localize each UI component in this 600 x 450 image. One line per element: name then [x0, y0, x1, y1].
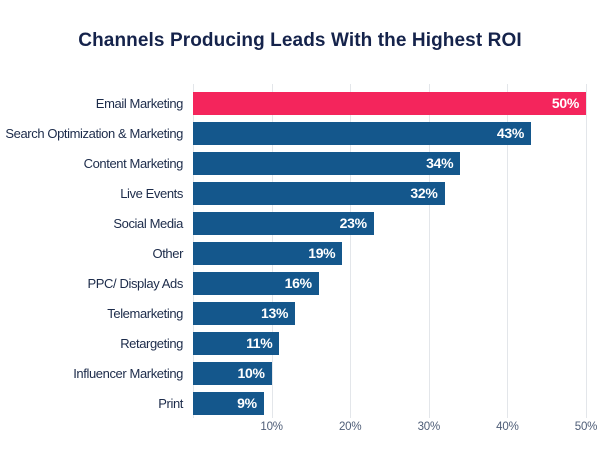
bar-value-label: 34% — [426, 154, 454, 171]
category-label: Retargeting — [120, 335, 183, 351]
chart-title: Channels Producing Leads With the Highes… — [78, 30, 522, 51]
bar-track: 23% — [193, 208, 586, 238]
chart-row: Telemarketing 13% — [0, 298, 586, 328]
bar-retargeting: 11% — [193, 331, 280, 355]
x-tick-label: 50% — [574, 421, 598, 433]
bar-value-label: 50% — [551, 94, 579, 111]
bar-track: 50% — [193, 88, 586, 118]
category-label: Search Optimization & Marketing — [5, 125, 183, 141]
category-label: Telemarketing — [107, 305, 183, 321]
bar-track: 32% — [193, 178, 586, 208]
chart-row: Live Events 32% — [0, 178, 586, 208]
bar-value-label: 13% — [261, 304, 289, 321]
bar-value-label: 43% — [496, 124, 524, 141]
category-label: Influencer Marketing — [73, 365, 183, 381]
x-tick-label: 20% — [338, 421, 362, 433]
bar-value-label: 9% — [237, 394, 257, 411]
bar-other: 19% — [193, 241, 343, 265]
category-label: Social Media — [113, 215, 183, 231]
bar-email-marketing: 50% — [193, 91, 586, 115]
bar-influencer-marketing: 10% — [193, 361, 272, 385]
x-tick-label: 10% — [260, 421, 283, 433]
category-label: Print — [158, 395, 183, 411]
bar-value-label: 16% — [284, 274, 312, 291]
gridline — [586, 84, 587, 418]
chart-row: Social Media 23% — [0, 208, 586, 238]
bar-value-label: 32% — [410, 184, 438, 201]
bar-track: 43% — [193, 118, 586, 148]
bar-content-marketing: 34% — [193, 151, 461, 175]
chart-row: Other 19% — [0, 238, 586, 268]
chart-row: Retargeting 11% — [0, 328, 586, 358]
chart-row: Content Marketing 34% — [0, 148, 586, 178]
chart-row: PPC/ Display Ads 16% — [0, 268, 586, 298]
x-axis: 10% 20% 30% 40% 50% — [0, 421, 597, 437]
bar-telemarketing: 13% — [193, 301, 296, 325]
bar-track: 13% — [193, 298, 586, 328]
gridline — [507, 84, 509, 418]
bar-social-media: 23% — [193, 211, 374, 235]
chart-row: Print 9% — [0, 388, 586, 418]
bar-value-label: 19% — [308, 244, 336, 261]
category-label: PPC/ Display Ads — [87, 275, 184, 291]
category-label: Content Marketing — [83, 155, 184, 171]
category-label: Other — [152, 245, 183, 261]
bar-chart: Email Marketing 50% Search Optimization & … — [0, 84, 597, 437]
bar-ppc-display-ads: 16% — [193, 271, 319, 295]
bar-track: 34% — [193, 148, 586, 178]
x-tick-label: 30% — [417, 421, 441, 433]
bar-live-events: 32% — [193, 181, 445, 205]
bar-print: 9% — [193, 391, 264, 415]
bar-value-label: 10% — [237, 364, 265, 381]
chart-row: Search Optimization & Marketing 43% — [0, 118, 586, 148]
category-label: Email Marketing — [95, 95, 184, 111]
bar-value-label: 11% — [246, 334, 273, 351]
bar-track: 9% — [193, 388, 586, 418]
gridline — [350, 84, 352, 418]
chart-row: Email Marketing 50% — [0, 88, 586, 118]
bar-track: 16% — [193, 268, 586, 298]
bar-track: 11% — [193, 328, 586, 358]
bar-search-optimization-marketing: 43% — [193, 121, 531, 145]
bar-value-label: 23% — [339, 214, 367, 231]
chart-row: Influencer Marketing 10% — [0, 358, 586, 388]
gridline — [428, 84, 430, 418]
bar-track: 19% — [193, 238, 586, 268]
bar-track: 10% — [193, 358, 586, 388]
x-tick-label: 40% — [496, 421, 519, 433]
category-label: Live Events — [120, 185, 183, 201]
chart-rows: Email Marketing 50% Search Optimization & … — [0, 88, 586, 418]
